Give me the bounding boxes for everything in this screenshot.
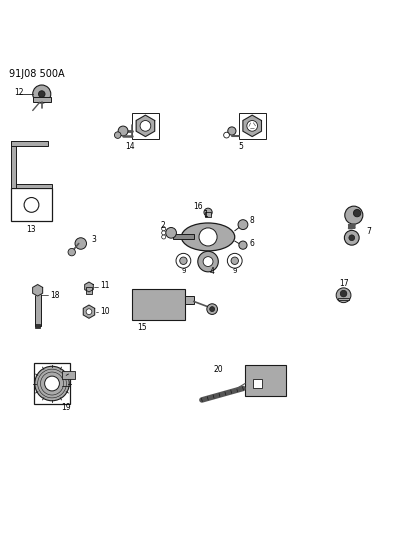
Circle shape bbox=[238, 220, 248, 230]
Circle shape bbox=[33, 85, 51, 103]
Bar bbox=[35, 293, 40, 326]
Circle shape bbox=[210, 306, 215, 312]
Text: 9: 9 bbox=[181, 268, 186, 273]
Bar bbox=[253, 379, 262, 387]
Text: 19: 19 bbox=[61, 403, 71, 412]
Bar bbox=[11, 141, 48, 146]
Bar bbox=[33, 98, 51, 102]
Bar bbox=[185, 296, 194, 304]
Circle shape bbox=[176, 253, 191, 268]
Circle shape bbox=[180, 257, 187, 264]
Circle shape bbox=[345, 206, 363, 224]
Bar bbox=[11, 183, 52, 189]
Circle shape bbox=[231, 257, 239, 264]
Polygon shape bbox=[33, 285, 42, 296]
Text: 1: 1 bbox=[204, 210, 208, 219]
Text: 10: 10 bbox=[101, 307, 110, 316]
Circle shape bbox=[118, 126, 128, 136]
Text: 91J08 500A: 91J08 500A bbox=[9, 69, 65, 79]
Bar bbox=[11, 141, 16, 189]
Bar bbox=[33, 363, 70, 404]
Text: 18: 18 bbox=[50, 290, 59, 300]
Circle shape bbox=[75, 238, 87, 249]
Circle shape bbox=[349, 235, 355, 240]
Circle shape bbox=[247, 120, 258, 131]
Polygon shape bbox=[243, 115, 262, 136]
Bar bbox=[62, 371, 75, 379]
Circle shape bbox=[44, 376, 59, 391]
Circle shape bbox=[227, 253, 242, 268]
Circle shape bbox=[162, 231, 166, 235]
Circle shape bbox=[199, 228, 217, 246]
Circle shape bbox=[68, 248, 75, 256]
Circle shape bbox=[38, 91, 45, 98]
Text: 13: 13 bbox=[27, 225, 36, 234]
Circle shape bbox=[340, 290, 347, 297]
Circle shape bbox=[344, 230, 359, 245]
Text: 12: 12 bbox=[14, 88, 23, 98]
Bar bbox=[132, 289, 185, 320]
Circle shape bbox=[162, 227, 166, 231]
Polygon shape bbox=[83, 305, 95, 318]
Circle shape bbox=[198, 251, 218, 272]
Text: 20: 20 bbox=[213, 365, 223, 374]
Text: 8: 8 bbox=[249, 216, 254, 225]
Text: 2: 2 bbox=[161, 221, 165, 230]
Text: 11: 11 bbox=[101, 281, 110, 290]
Bar bbox=[239, 112, 266, 139]
Circle shape bbox=[162, 235, 166, 239]
Text: 14: 14 bbox=[125, 142, 135, 151]
Circle shape bbox=[24, 198, 39, 212]
Circle shape bbox=[207, 304, 218, 314]
Circle shape bbox=[140, 120, 151, 131]
Text: 7: 7 bbox=[366, 227, 371, 236]
Text: 6: 6 bbox=[249, 239, 254, 248]
Polygon shape bbox=[136, 115, 154, 136]
Polygon shape bbox=[85, 282, 93, 292]
Bar bbox=[338, 298, 349, 300]
Bar bbox=[245, 365, 286, 396]
Circle shape bbox=[86, 309, 92, 314]
Circle shape bbox=[166, 228, 176, 238]
Bar bbox=[86, 287, 92, 294]
Circle shape bbox=[353, 209, 361, 217]
Bar bbox=[173, 235, 194, 239]
Circle shape bbox=[115, 132, 121, 139]
Circle shape bbox=[203, 257, 213, 266]
Circle shape bbox=[239, 241, 247, 249]
Bar bbox=[11, 189, 52, 221]
Text: 5: 5 bbox=[239, 142, 243, 151]
Circle shape bbox=[336, 288, 351, 303]
Bar bbox=[35, 324, 40, 328]
Text: 15: 15 bbox=[138, 323, 147, 332]
Text: 3: 3 bbox=[91, 235, 96, 244]
Ellipse shape bbox=[181, 223, 235, 251]
Bar bbox=[205, 212, 211, 217]
Text: 9: 9 bbox=[232, 268, 237, 273]
Circle shape bbox=[204, 208, 212, 216]
Circle shape bbox=[224, 132, 229, 138]
Circle shape bbox=[228, 127, 236, 135]
Bar bbox=[132, 112, 159, 139]
Circle shape bbox=[35, 366, 69, 401]
Text: 4: 4 bbox=[210, 268, 215, 276]
Text: 16: 16 bbox=[193, 201, 203, 211]
Text: 17: 17 bbox=[339, 279, 349, 288]
